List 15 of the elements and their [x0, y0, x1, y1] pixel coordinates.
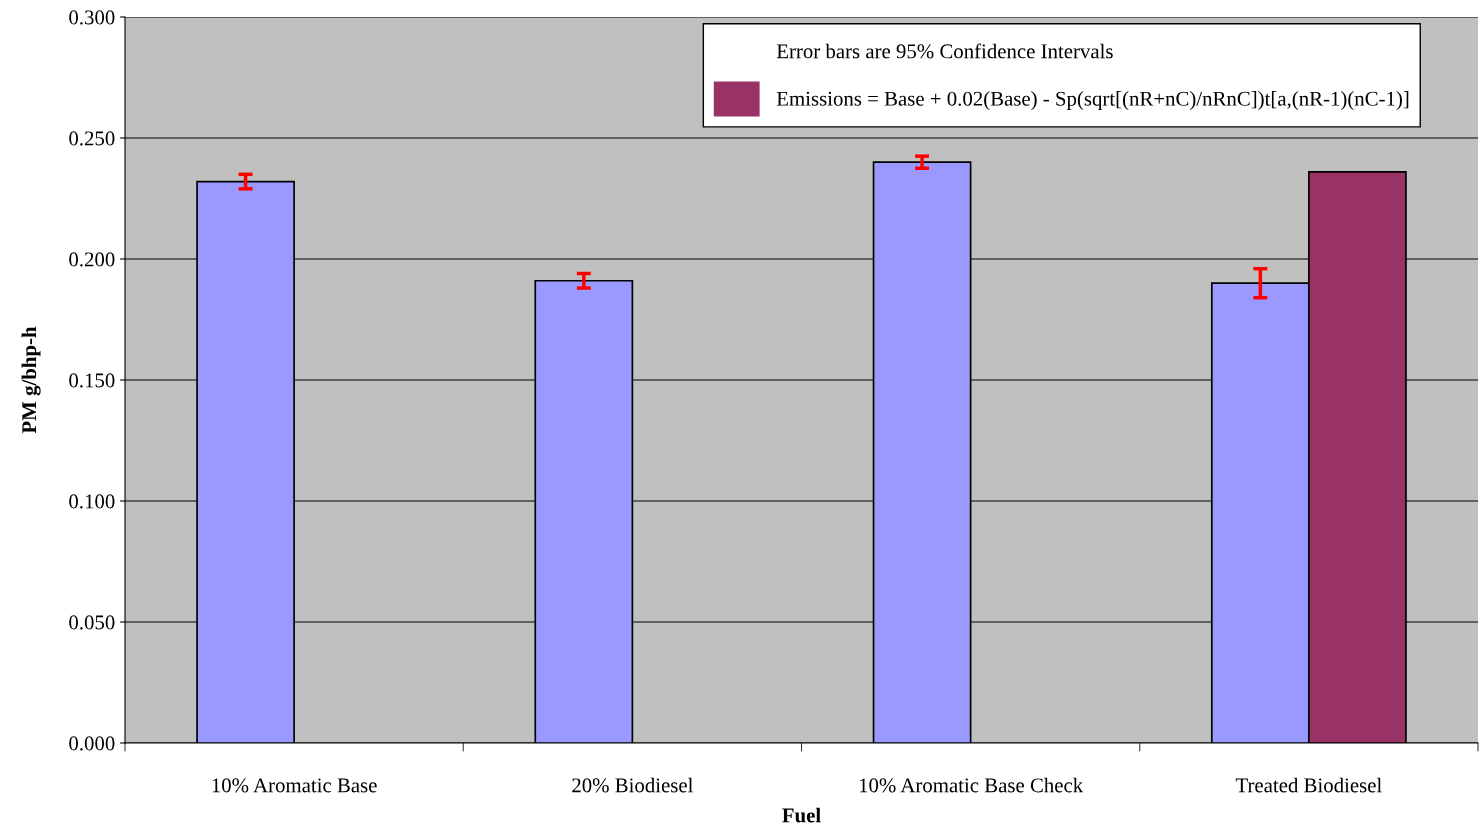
x-tick-label: Treated Biodiesel — [1235, 777, 1382, 793]
y-tick-label: 0.300 — [69, 10, 115, 25]
y-tick-label: 0.150 — [69, 373, 115, 388]
annotation: Error bars are 95% Confidence Intervals — [776, 43, 1113, 59]
x-tick-label: 20% Biodiesel — [572, 777, 693, 793]
y-tick-label: 0.100 — [69, 494, 115, 509]
y-tick-label: 0.000 — [69, 736, 115, 751]
x-tick-label: 10% Aromatic Base — [212, 778, 377, 793]
y-axis-title: PM g/bhp-h — [21, 326, 41, 434]
y-tick-label: 0.250 — [69, 131, 115, 146]
y-tick-label: 0.200 — [69, 252, 115, 267]
y-tick-label: 0.050 — [69, 615, 115, 630]
x-axis-title: Fuel — [782, 807, 821, 823]
x-tick-label: 10% Aromatic Base Check — [859, 777, 1084, 793]
legend-label: Emissions = Base + 0.02(Base) - Sp(sqrt[(nR+nC)/nRnC])t[a,(nR-1)(nC-1)] — [776, 91, 1409, 110]
